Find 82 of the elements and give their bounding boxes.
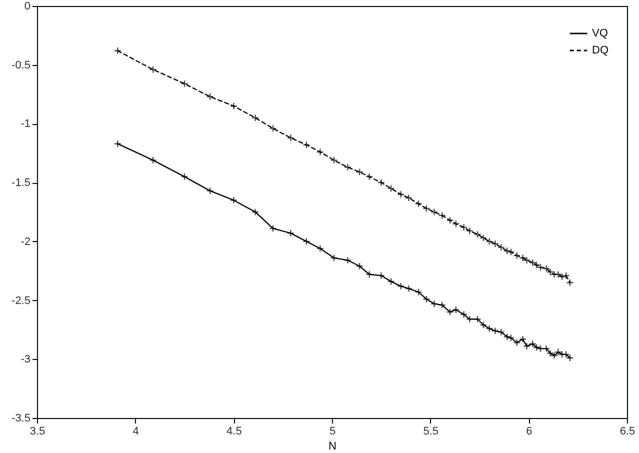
point bbox=[286, 134, 294, 142]
point bbox=[387, 278, 395, 286]
point bbox=[558, 350, 566, 358]
point bbox=[532, 261, 540, 269]
point bbox=[330, 254, 338, 262]
point bbox=[550, 352, 558, 360]
point bbox=[414, 200, 422, 208]
y-tick-label: -2.5 bbox=[12, 294, 30, 307]
point bbox=[474, 315, 482, 323]
point bbox=[542, 264, 550, 272]
point bbox=[566, 278, 574, 286]
point bbox=[536, 264, 544, 272]
point bbox=[536, 344, 544, 352]
point bbox=[230, 102, 238, 110]
point bbox=[180, 80, 188, 88]
point bbox=[404, 194, 412, 202]
point bbox=[387, 184, 395, 192]
point bbox=[558, 272, 566, 281]
point bbox=[438, 301, 446, 309]
point bbox=[302, 141, 310, 149]
point bbox=[562, 272, 570, 280]
point bbox=[356, 168, 364, 176]
point bbox=[114, 46, 122, 54]
point bbox=[206, 92, 214, 100]
x-tick-label: 5.5 bbox=[423, 426, 438, 438]
y-tick-label: -3.5 bbox=[12, 412, 30, 424]
x-tick-label: 3.5 bbox=[30, 426, 46, 438]
y-tick-label: -2 bbox=[20, 236, 30, 248]
point bbox=[422, 295, 430, 303]
legend-label: DQ bbox=[592, 44, 609, 56]
point bbox=[377, 178, 385, 186]
point bbox=[528, 340, 536, 348]
y-tick-label: -1 bbox=[20, 118, 30, 130]
point bbox=[149, 66, 157, 74]
point bbox=[252, 114, 260, 122]
point bbox=[252, 208, 260, 216]
point bbox=[356, 262, 364, 270]
point bbox=[180, 172, 188, 180]
point bbox=[546, 268, 554, 276]
point bbox=[269, 124, 277, 132]
y-tick-label: -1.5 bbox=[12, 177, 30, 190]
point bbox=[438, 212, 446, 220]
point bbox=[344, 164, 352, 172]
x-tick-label: 6 bbox=[526, 426, 532, 438]
point bbox=[452, 306, 460, 314]
x-axis-title: N bbox=[328, 440, 337, 452]
point bbox=[414, 288, 422, 296]
point bbox=[562, 350, 570, 358]
point bbox=[532, 344, 540, 352]
point bbox=[330, 156, 338, 164]
point bbox=[554, 348, 562, 356]
point bbox=[316, 148, 324, 156]
point bbox=[269, 224, 277, 232]
point bbox=[430, 300, 438, 308]
point bbox=[404, 284, 412, 292]
legend-label: VQ bbox=[592, 28, 608, 40]
x-tick-label: 4.5 bbox=[226, 426, 242, 438]
point bbox=[149, 156, 157, 164]
x-tick-label: 6.5 bbox=[620, 426, 636, 438]
point bbox=[230, 196, 238, 204]
point bbox=[550, 270, 558, 278]
point bbox=[554, 270, 562, 278]
y-tick-label: -0.5 bbox=[12, 59, 30, 72]
point bbox=[302, 238, 310, 246]
point bbox=[286, 229, 294, 237]
point bbox=[316, 244, 324, 252]
point bbox=[397, 190, 405, 198]
point bbox=[446, 308, 454, 316]
y-tick-label: 0 bbox=[24, 0, 30, 12]
point bbox=[377, 272, 385, 280]
point bbox=[422, 204, 430, 212]
x-tick-label: 4 bbox=[132, 426, 139, 438]
point bbox=[397, 282, 405, 290]
point bbox=[522, 342, 530, 350]
point bbox=[430, 208, 438, 216]
point bbox=[366, 270, 374, 278]
point bbox=[366, 172, 374, 180]
point bbox=[206, 187, 214, 195]
x-tick-label: 5 bbox=[329, 426, 336, 438]
point bbox=[344, 256, 352, 264]
point bbox=[519, 335, 527, 343]
y-tick-label: -3 bbox=[20, 354, 30, 366]
